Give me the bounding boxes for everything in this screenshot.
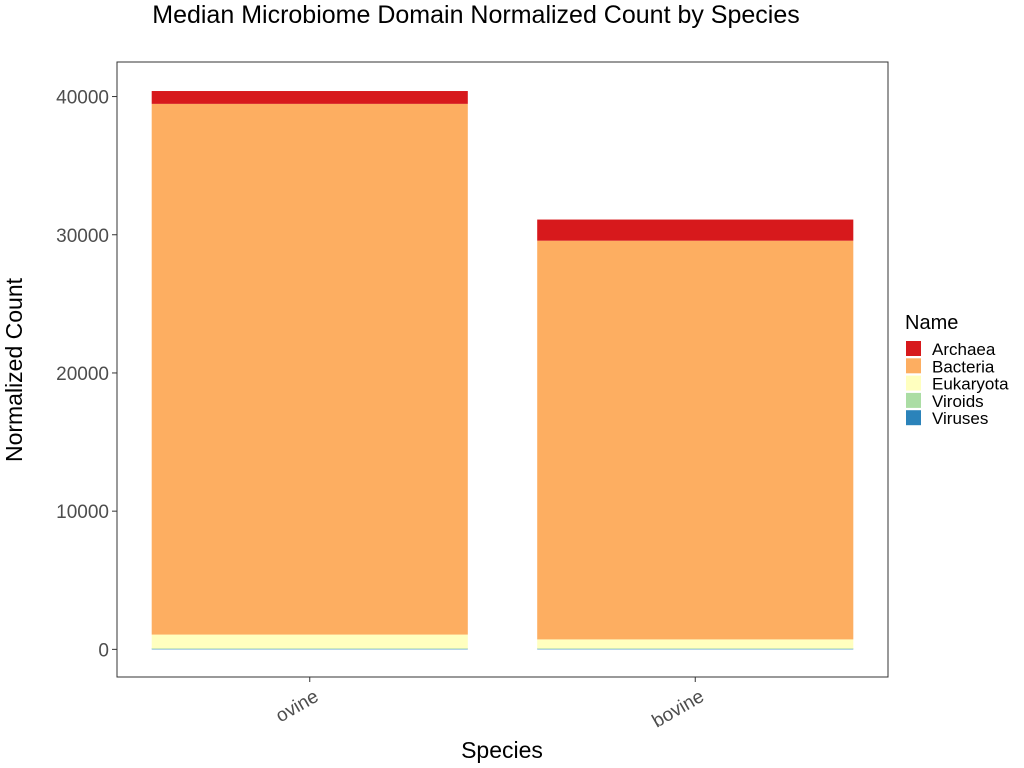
bars-layer [151,91,854,650]
legend-label-archaea: Archaea [932,340,996,359]
bar-bovine-eukaryota [537,639,854,649]
y-tick-label-20000: 20000 [56,364,109,385]
bar-bovine-viroids [537,648,854,649]
y-tick-label-40000: 40000 [56,88,109,109]
legend-swatch-viruses [906,410,921,426]
legend: Name ArchaeaBacteriaEukaryotaViroidsViru… [905,312,1009,428]
x-axis: ovine bovine [272,677,708,732]
y-tick-label-10000: 10000 [56,502,109,523]
chart-title: Median Microbiome Domain Normalized Coun… [152,1,800,29]
legend-swatch-viroids [906,392,921,408]
legend-label-eukaryota: Eukaryota [932,375,1009,394]
y-axis-title: Normalized Count [1,277,27,462]
legend-swatch-eukaryota [906,375,921,391]
legend-swatch-archaea [906,341,921,356]
bar-ovine-bacteria [151,103,468,635]
legend-swatch-bacteria [906,358,921,374]
x-tick-label-ovine: ovine [272,686,322,727]
bar-bovine-bacteria [537,240,854,640]
x-axis-title: Species [461,737,543,763]
legend-label-bacteria: Bacteria [932,357,995,376]
y-tick-label-30000: 30000 [56,226,109,247]
bar-ovine-eukaryota [151,634,468,649]
bar-ovine-viruses [151,648,468,650]
x-tick-label-bovine: bovine [649,686,708,732]
legend-label-viruses: Viruses [932,409,988,428]
bar-ovine-archaea [151,91,468,104]
legend-label-viroids: Viroids [932,392,984,411]
bar-ovine-viroids [151,648,468,649]
bar-bovine-archaea [537,219,854,241]
y-tick-label-0: 0 [98,640,109,661]
bar-bovine-viruses [537,648,854,650]
legend-title: Name [905,312,958,334]
y-axis: 0 10000 20000 30000 40000 [56,88,117,661]
